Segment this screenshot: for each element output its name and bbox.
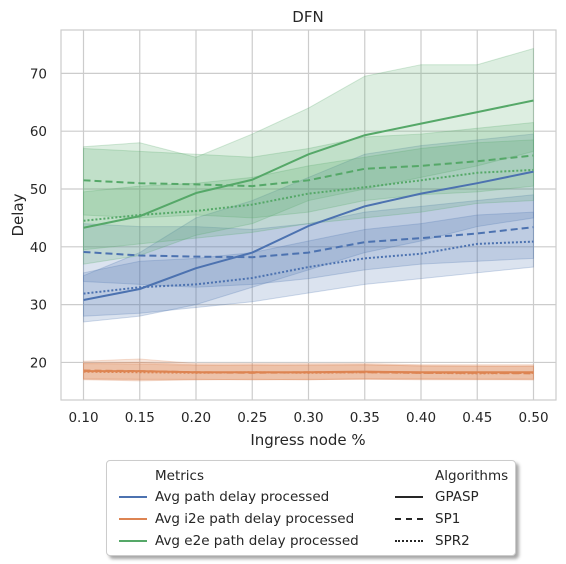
ci-band [83,358,534,382]
legend-swatch-i2e-delay [119,518,147,520]
series-line [83,99,534,229]
legend-swatch-sp1 [395,518,423,520]
y-tick-labels: 20 30 40 50 60 70 [30,66,47,371]
legend-swatch-e2e-delay [119,540,147,542]
legend-algorithm-sp1: SP1 [435,511,461,527]
series-lines [83,99,534,375]
legend-metric-e2e-delay: Avg e2e path delay processed [155,533,359,549]
y-tick-label: 40 [30,240,47,256]
legend-algorithms-title: Algorithms [435,468,509,484]
grid-lines [61,30,556,400]
y-tick-label: 60 [30,124,47,140]
legend-swatch-spr2 [395,540,423,542]
legend-metric-i2e-delay: Avg i2e path delay processed [155,511,355,527]
legend: Metrics Avg path delay processed Avg i2e… [106,460,516,556]
x-tick-label: 0.15 [125,410,155,426]
y-tick-label: 30 [30,298,47,314]
series-line [83,370,534,375]
x-tick-label: 0.35 [350,410,380,426]
y-axis-label: Delay [9,193,27,236]
legend-metric-path-delay: Avg path delay processed [155,489,330,505]
ci-band [83,194,534,288]
legend-algorithm-gpasp: GPASP [435,489,479,505]
x-tick-labels: 0.10 0.15 0.20 0.25 0.30 0.35 0.40 0.45 0.50 [68,410,548,426]
y-tick-label: 50 [30,182,47,198]
x-tick-label: 0.25 [237,410,267,426]
x-tick-label: 0.20 [181,410,211,426]
plot-frame [60,29,557,401]
x-tick-label: 0.10 [68,410,98,426]
series-line [83,168,534,222]
y-tick-label: 20 [30,355,47,371]
x-tick-label: 0.50 [518,410,548,426]
legend-metrics-title: Metrics [155,468,205,484]
series-line [83,154,534,188]
x-axis-label: Ingress node % [250,431,365,449]
ci-band [83,139,534,251]
series-line [83,170,534,301]
y-tick-label: 70 [30,66,47,82]
x-tick-label: 0.45 [462,410,492,426]
legend-swatch-path-delay [119,496,147,498]
x-tick-label: 0.40 [406,410,436,426]
legend-swatch-gpasp [395,496,423,498]
chart-title: DFN [292,8,323,26]
x-tick-label: 0.30 [293,410,323,426]
chart-canvas: DFN 0.10 0.15 0.20 0.25 0.30 0.35 0.40 0.45 0.50… [9,8,557,449]
ci-band [83,361,534,381]
legend-algorithm-spr2: SPR2 [435,533,470,549]
series-line [83,226,534,259]
